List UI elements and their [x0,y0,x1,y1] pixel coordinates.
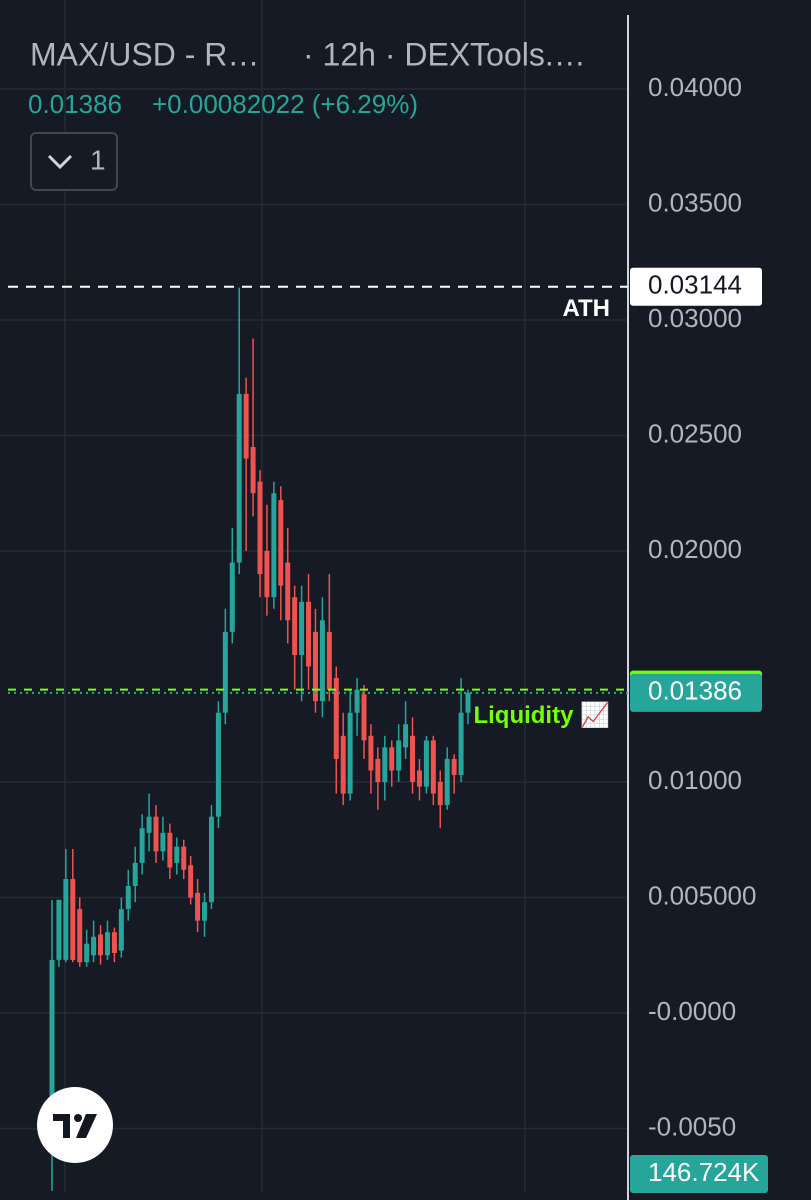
candle-body [174,846,180,863]
y-tick-label: 0.02000 [648,534,742,564]
y-tick-label: 0.03500 [648,187,742,217]
candle-body [444,758,450,806]
price-line-name: Liquidity 📈 [473,701,610,729]
candle-body [202,902,208,921]
candle-body [125,885,131,910]
toggle-count: 1 [90,144,106,175]
candle-body [229,562,235,632]
candle-body [333,678,339,759]
interval: · 12h · DEXTools.… [303,36,586,72]
candle-body [243,393,249,459]
candle-body [208,816,214,903]
price-tag-label: 0.03144 [648,270,742,300]
toggle-box[interactable] [30,132,118,191]
candle-body [118,909,124,951]
candle-body [361,694,367,741]
candle-body [292,597,298,655]
y-tick-label: -0.0050 [648,1111,736,1141]
price-tag [630,673,762,712]
chevron-icon [47,154,73,170]
candle-body [160,832,166,852]
candle-body [326,631,332,690]
candle-body [56,899,62,960]
y-tick-label: 0.01000 [648,765,742,795]
candle-body [222,631,228,713]
candle-body [49,959,55,1152]
grid [0,0,628,1192]
candle-body [98,934,104,956]
candle-body [347,712,353,794]
candle-body [416,770,422,787]
candle-body [458,712,464,776]
volume-tag [630,1155,768,1193]
candle-body [306,601,312,667]
price-change: +0.00082022 (+6.29%) [152,89,418,119]
candle-body [375,758,381,783]
candle-body [340,735,346,794]
candle-body [70,879,76,960]
y-tick-label: -0.0000 [648,996,736,1026]
candle-body [437,782,443,806]
candle-body [139,828,145,863]
candle-body [195,892,201,921]
candle-body [410,735,416,783]
candle-body [299,601,305,655]
candle-body [132,862,138,886]
candle-body [278,500,284,586]
candle-body [84,943,90,963]
candle-body [215,712,221,817]
tradingview-logo[interactable] [37,1087,113,1163]
candle-body [451,758,457,776]
logo-mark [53,1114,97,1138]
last-price: 0.01386 [28,89,122,119]
symbol: MAX/USD - R… [30,36,259,72]
candle-body [319,620,325,702]
candle-body [389,747,395,771]
candle-body [153,816,159,852]
price-tag [630,267,762,306]
indicators-toggle[interactable]: 1 [30,132,118,191]
candle-body [181,846,187,870]
candle-body [77,909,83,963]
volume-tag-label: 146.724K [648,1157,760,1187]
candle-body [430,740,436,794]
candle-body [312,631,318,702]
candle-body [250,447,256,494]
logo-circle[interactable] [37,1087,113,1163]
candle-body [63,879,69,960]
candle-body [91,936,97,956]
candle-body [257,481,263,575]
candle-body [167,832,173,868]
candle-body [104,932,110,956]
candle-body [465,692,471,713]
candle-body [111,932,117,953]
candle-body [188,865,194,898]
candle-body [146,816,152,833]
candle-body [403,724,409,748]
candle-body [264,550,270,598]
y-tick-label: 0.02500 [648,418,742,448]
y-tick-label: 0.03000 [648,303,742,333]
candle-body [396,740,402,771]
price-line-name: ATH [562,295,610,322]
price-tag-label: 0.01386 [648,676,742,706]
candle-body [285,562,291,621]
candle-body [236,393,242,563]
candle-body [354,689,360,713]
candle-body [271,493,277,598]
candle-body [382,747,388,783]
plot-area [49,287,471,1191]
y-tick-label: 0.005000 [648,880,756,910]
candle-body [368,735,374,771]
candle-body [423,740,429,787]
logo-dot [74,1114,82,1122]
y-tick-label: 0.04000 [648,72,742,102]
